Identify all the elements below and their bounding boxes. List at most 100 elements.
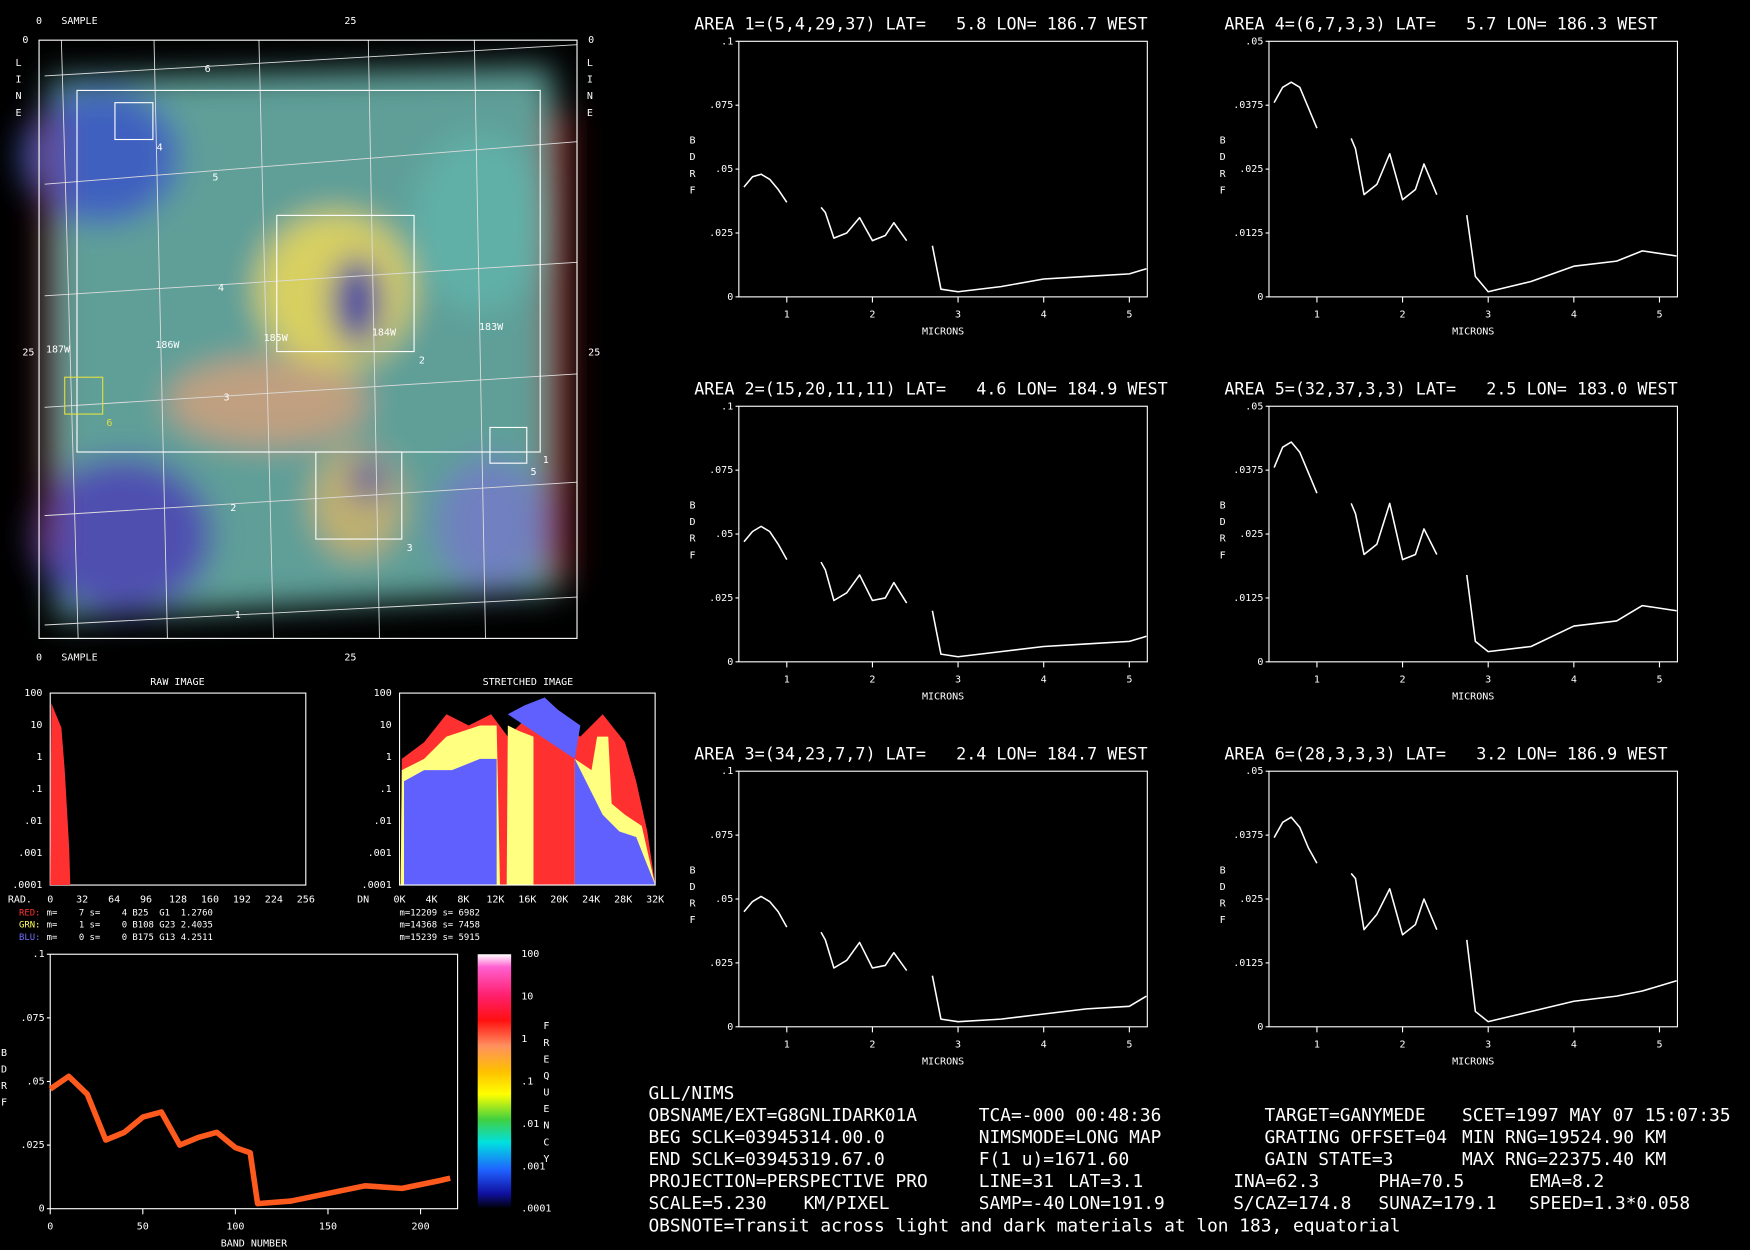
histogram-y-tick-label: 10 [30,720,42,731]
raw-histogram-frame [49,692,307,886]
info-text: LINE=31 [979,1171,1054,1192]
area-number: 2 [419,355,425,366]
histogram-x-tick-label: 4K [425,895,437,906]
y-tick-label: .1 [721,401,733,412]
x-tick-label: 3 [1485,310,1491,321]
info-text: SUNAZ=179.1 [1378,1193,1496,1214]
x-tick-label: 2 [869,1040,875,1051]
x-tick-label: 3 [955,1040,961,1051]
histogram-y-tick-label: .0001 [362,880,392,891]
longitude-label: 186W [155,340,180,351]
x-axis-label: MICRONS [1452,1056,1494,1067]
info-text: END SCLK=03945319.67.0 [648,1149,884,1170]
x-axis-label: MICRONS [922,1056,964,1067]
y-tick-label: .025 [1239,164,1263,175]
x-tick-label: 3 [955,310,961,321]
y-tick-label: .1 [721,36,733,47]
x-tick-label: 4 [1041,675,1047,686]
x-tick-label: 4 [1571,310,1577,321]
grid-number: 3 [224,392,230,403]
area-number: 5 [530,467,536,478]
x-tick-label: 200 [411,1222,429,1233]
y-tick-label: .1 [33,949,45,960]
plot-title: AREA 1=(5,4,29,37) LAT= 5.8 LON= 186.7 W… [694,14,1147,34]
grid-number: 2 [230,503,236,514]
colorbar-label: .0001 [521,1204,551,1215]
histogram-x-tick-label: 96 [140,895,152,906]
info-text: GRATING OFFSET=04 [1265,1127,1448,1148]
histogram-x-tick-label: 12K [486,895,504,906]
x-tick-label: 2 [869,310,875,321]
histogram-x-tick-label: 192 [233,895,251,906]
spectrum-line [1273,441,1677,653]
info-text: SPEED=1.3*0.058 [1529,1193,1690,1214]
x-tick-label: 5 [1126,1040,1132,1051]
x-tick-label: 1 [784,675,790,686]
image-left-label: 0 [22,35,28,46]
area-number: 6 [106,418,112,429]
stretched-histogram-fill [400,697,656,886]
x-tick-label: 4 [1041,1040,1047,1051]
plot-frame [738,40,1148,298]
x-axis-label: MICRONS [922,326,964,337]
x-tick-label: 100 [226,1222,244,1233]
plot-title: AREA 6=(28,3,3,3) LAT= 3.2 LON= 186.9 WE… [1224,743,1667,763]
image-pixels [22,66,570,620]
area-number: 3 [407,543,413,554]
y-axis-label: BDRF [0,1048,9,1114]
spectrum-line [48,1073,451,1207]
x-axis-label: MICRONS [1452,326,1494,337]
plot-title: AREA 2=(15,20,11,11) LAT= 4.6 LON= 184.9… [694,379,1168,399]
x-tick-label: 5 [1126,310,1132,321]
stat-text: m=15239 s= 5915 [400,933,480,943]
y-axis-label: BDRF [1217,501,1228,567]
histogram-y-tick-label: .01 [374,816,392,827]
histogram-x-tick-label: 0 [47,895,53,906]
y-tick-label: .05 [715,529,733,540]
y-tick-label: .1 [721,766,733,777]
histogram-x-tick-label: 8K [457,895,469,906]
info-text: TARGET=GANYMEDE [1265,1105,1426,1126]
x-tick-label: 150 [319,1222,337,1233]
plot-title: AREA 3=(34,23,7,7) LAT= 2.4 LON= 184.7 W… [694,743,1147,763]
image-bottom-label: 25 [344,652,356,663]
y-tick-label: 0 [727,1022,733,1033]
x-tick-label: 3 [1485,1040,1491,1051]
y-axis-label: BDRF [687,866,698,932]
plot-title: AREA 4=(6,7,3,3) LAT= 5.7 LON= 186.3 WES… [1224,14,1657,34]
stat-label: RED: [19,908,40,918]
image-top-label: 25 [344,16,356,27]
y-tick-label: .05 [27,1076,45,1087]
longitude-label: 187W [46,344,71,355]
info-text: BEG SCLK=03945314.00.0 [648,1127,884,1148]
info-text: PROJECTION=PERSPECTIVE PRO [648,1171,927,1192]
histogram-title: STRETCHED IMAGE [483,677,574,688]
spectrum-line [1273,816,1677,1023]
y-tick-label: .0375 [1233,100,1263,111]
info-text: MIN RNG=19524.90 KM [1462,1127,1666,1148]
histogram-x-tick-label: 160 [201,895,219,906]
histogram-y-tick-label: 100 [374,688,392,699]
x-tick-label: 5 [1656,310,1662,321]
y-tick-label: .025 [709,958,733,969]
colorbar-label: 10 [521,992,533,1003]
grid-number: 6 [205,64,211,75]
grid-number: 1 [235,610,241,621]
info-text: LAT=3.1 [1068,1171,1143,1192]
spectrum-line [743,525,1147,658]
x-axis-label: MICRONS [922,691,964,702]
x-axis-label: MICRONS [1452,691,1494,702]
y-tick-label: .075 [709,830,733,841]
y-tick-label: .025 [709,228,733,239]
y-tick-label: .025 [1239,894,1263,905]
y-tick-label: .075 [709,100,733,111]
histogram-x-tick-label: 16K [518,895,536,906]
info-text: PHA=70.5 [1378,1171,1464,1192]
y-tick-label: .025 [709,593,733,604]
y-tick-label: .025 [20,1140,44,1151]
y-axis-label: BDRF [1217,866,1228,932]
colorbar-label: .001 [521,1161,545,1172]
colorbar-label: .01 [521,1119,539,1130]
